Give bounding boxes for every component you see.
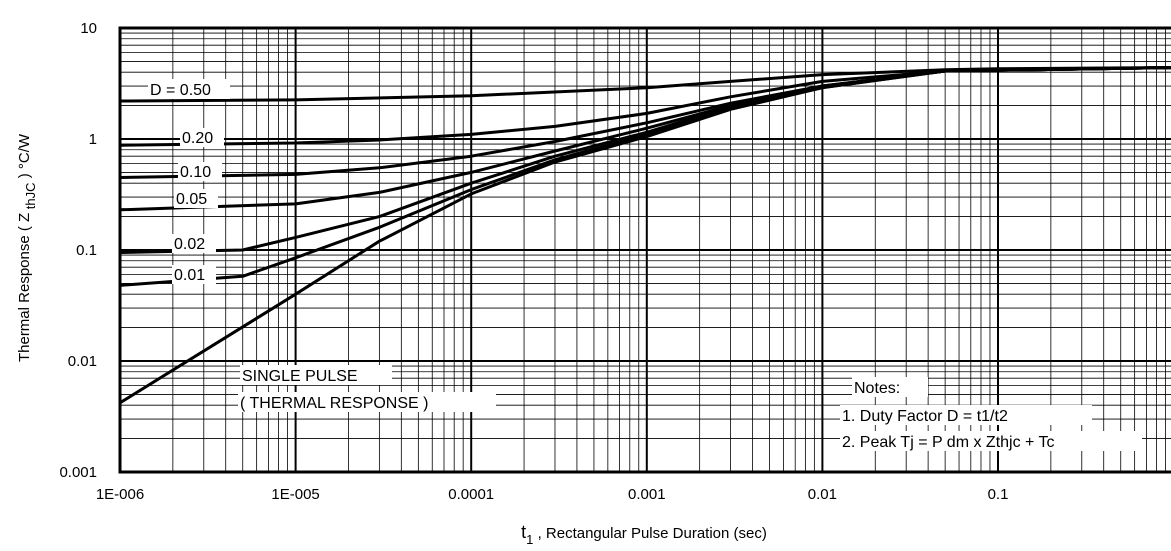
x-tick-label: 1E-005 — [271, 486, 319, 503]
x-tick-labels: 1E-006 1E-005 0.0001 0.001 0.01 0.1 — [96, 486, 1009, 503]
y-axis-title: Thermal Response ( Z thJC ) °C/W — [16, 133, 38, 362]
x-tick-label: 1E-006 — [96, 486, 144, 503]
x-tick-label: 0.0001 — [448, 486, 494, 503]
y-tick-label: 1 — [89, 131, 97, 148]
note-1: 1. Duty Factor D = t1/t2 — [842, 408, 1008, 425]
series-lines — [119, 66, 1171, 405]
x-tick-label: 0.1 — [988, 486, 1009, 503]
label-d050: D = 0.50 — [150, 82, 211, 99]
single-pulse-annotation: SINGLE PULSE ( THERMAL RESPONSE ) — [238, 365, 496, 412]
label-d001: 0.01 — [174, 267, 205, 284]
label-d002: 0.02 — [174, 236, 205, 253]
plot-frame — [118, 26, 1171, 474]
x-tick-label: 0.01 — [808, 486, 837, 503]
x-axis-title: t1 , Rectangular Pulse Duration (sec) — [521, 522, 767, 547]
note-2: 2. Peak Tj = P dm x Zthjc + Tc — [842, 434, 1055, 451]
y-tick-label: 0.001 — [59, 464, 97, 481]
x-tick-label: 0.001 — [628, 486, 666, 503]
notes-annotation: Notes: 1. Duty Factor D = t1/t2 2. Peak … — [840, 377, 1142, 451]
notes-title: Notes: — [854, 380, 900, 397]
series-line-0 — [119, 66, 1171, 103]
y-tick-label: 0.01 — [68, 353, 97, 370]
series-line-2 — [119, 66, 1171, 179]
thermal-response-text: ( THERMAL RESPONSE ) — [240, 395, 428, 412]
label-d010: 0.10 — [180, 164, 211, 181]
curve-labels: D = 0.50 0.20 0.10 0.05 0.02 0.01 — [148, 79, 230, 284]
y-tick-labels: 0.001 0.01 0.1 1 10 — [59, 20, 97, 481]
series-line-1 — [119, 66, 1171, 147]
series-line-6 — [119, 66, 1171, 405]
y-tick-label: 0.1 — [76, 242, 97, 259]
single-pulse-text: SINGLE PULSE — [242, 368, 358, 385]
label-d005: 0.05 — [176, 191, 207, 208]
y-tick-label: 10 — [80, 20, 97, 37]
label-d020: 0.20 — [182, 130, 213, 147]
series-line-4 — [119, 66, 1171, 254]
